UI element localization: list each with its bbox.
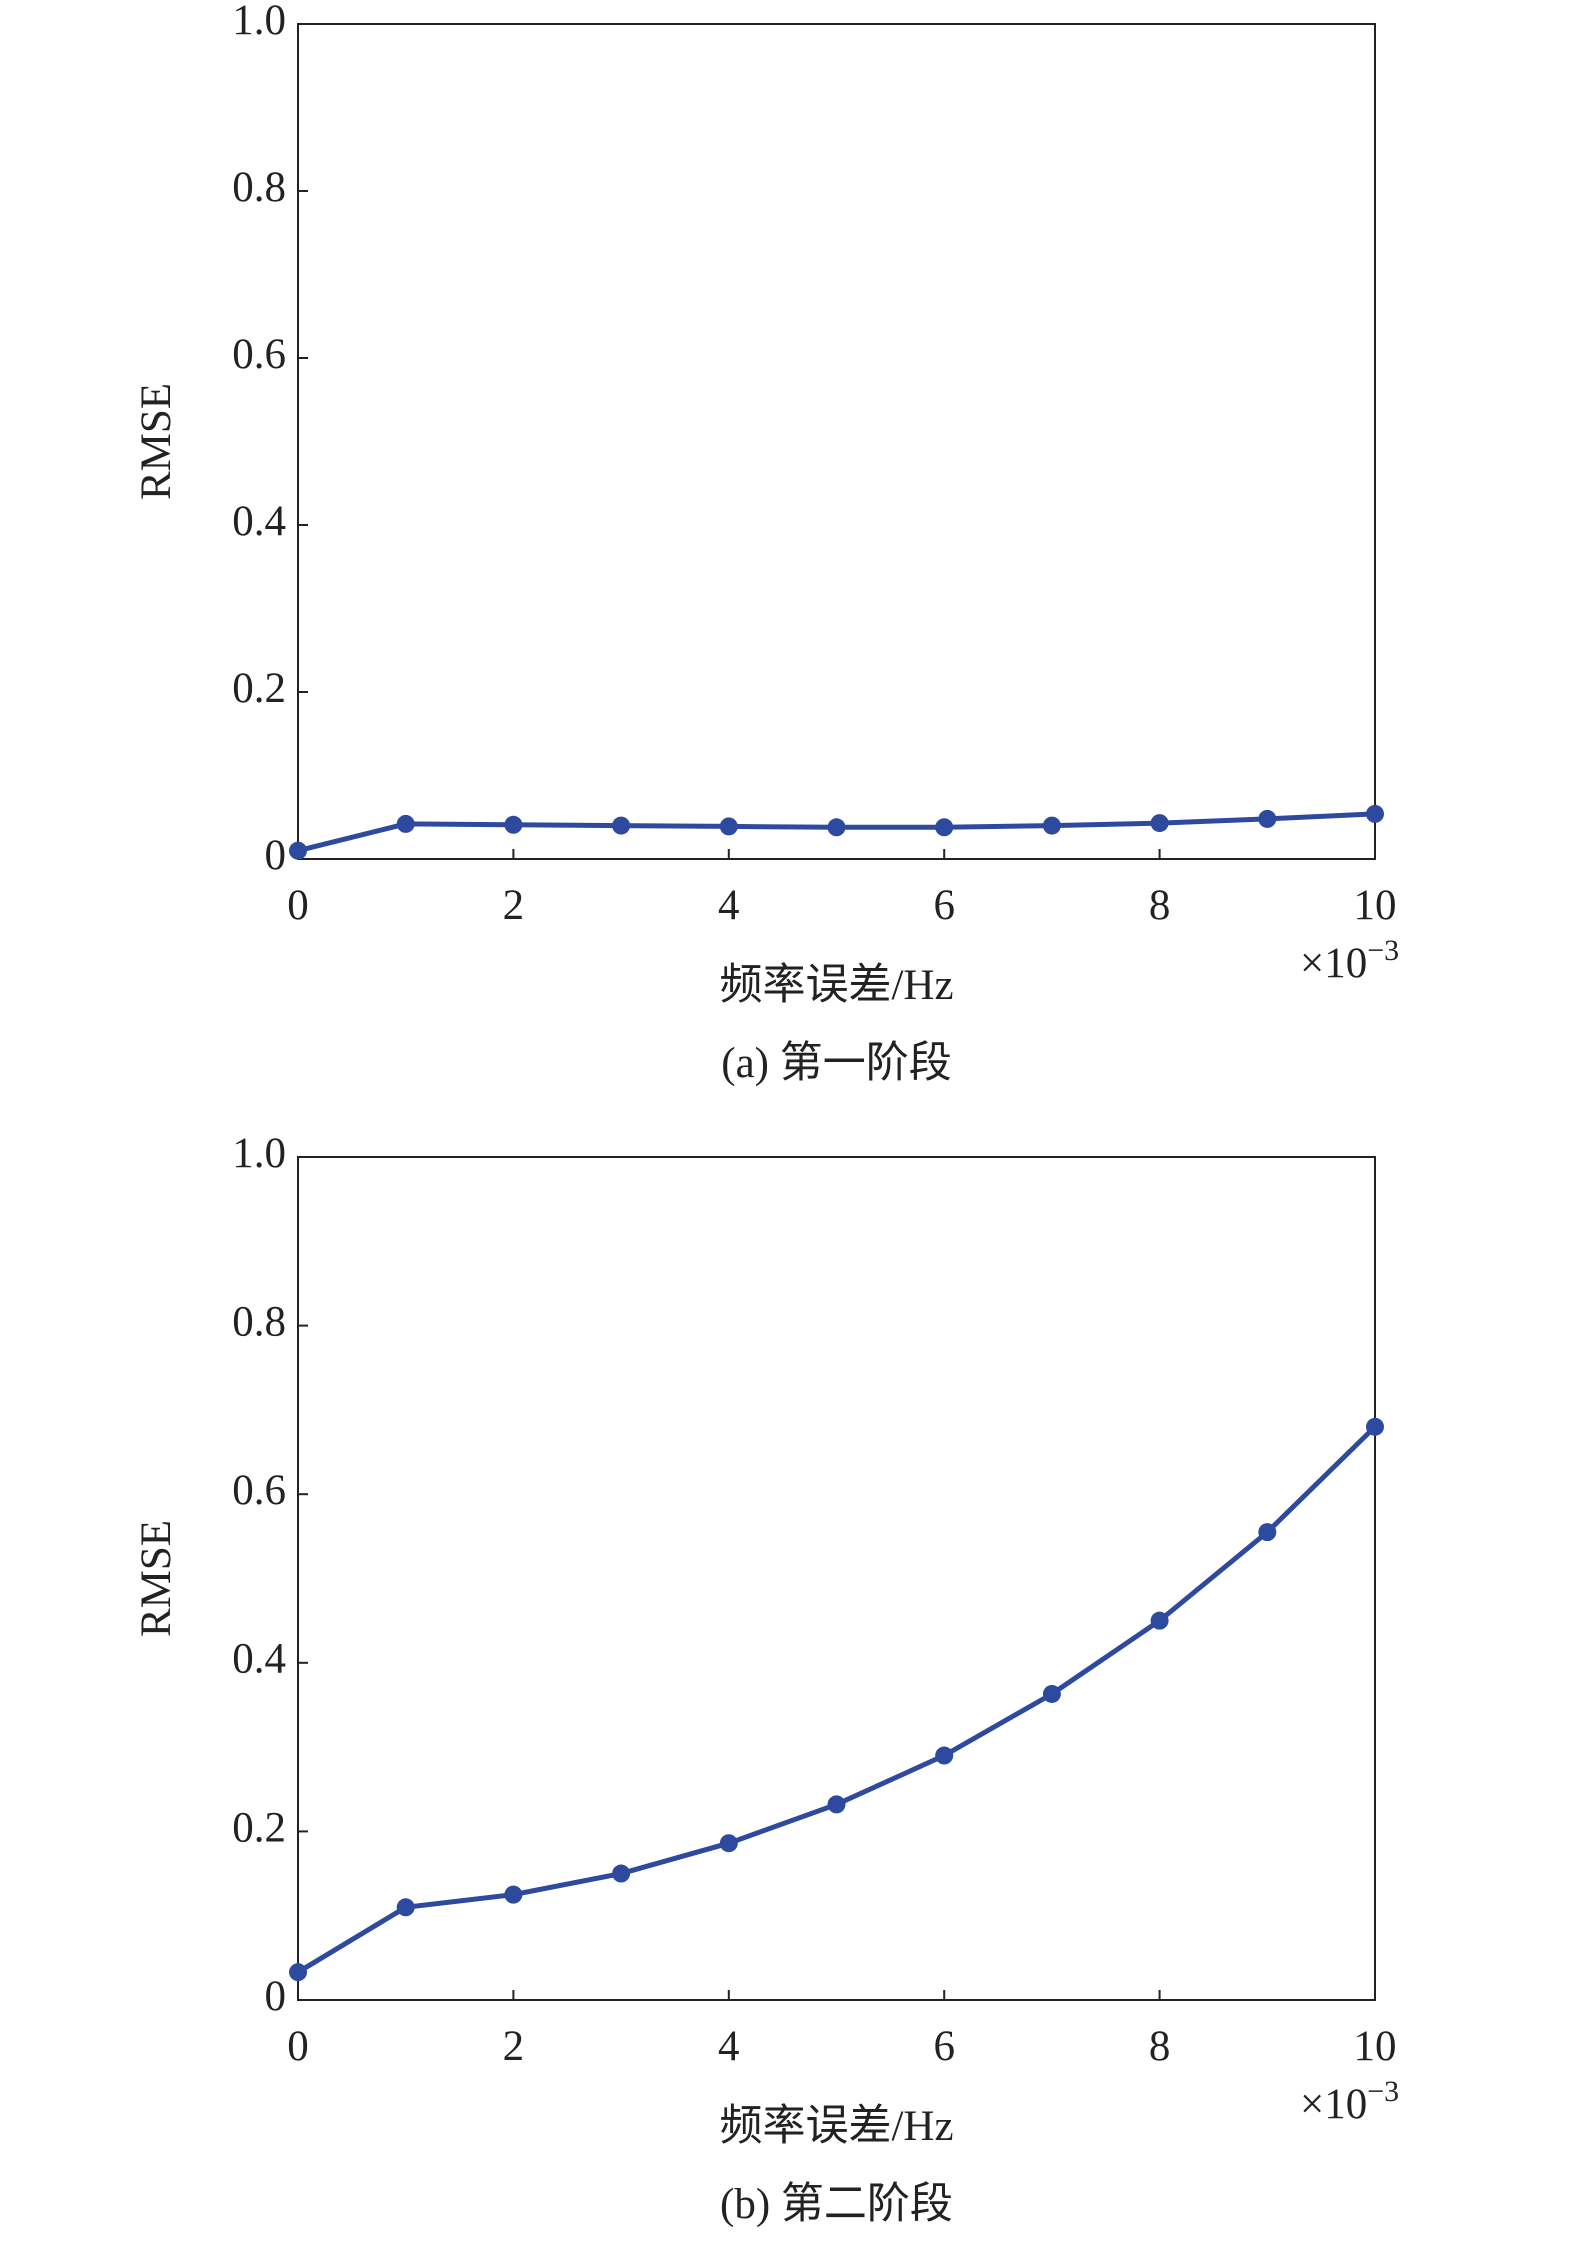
plot-frame: [297, 1156, 1376, 2001]
y-axis-label: RMSE: [133, 1520, 180, 1637]
y-axis-label: RMSE: [133, 383, 180, 500]
data-point: [1150, 1611, 1169, 1630]
data-point: [827, 1795, 846, 1814]
caption: (b) 第二阶段: [720, 2181, 953, 2228]
x-scale-base: ×10: [1300, 940, 1367, 987]
y-tick-label: 0.6: [232, 331, 286, 378]
x-tick-label: 0: [287, 882, 309, 929]
y-tick-label: 1.0: [232, 1130, 286, 1177]
data-point: [1258, 1523, 1277, 1542]
x-scale-label: ×10−3: [1300, 934, 1399, 987]
data-point: [1258, 809, 1277, 828]
data-point: [935, 1746, 954, 1765]
data-point: [396, 814, 415, 833]
plot-frame: [297, 23, 1376, 860]
x-tick-label: 8: [1149, 882, 1171, 929]
y-tick-label: 0.6: [232, 1467, 286, 1514]
x-scale-exponent: −3: [1367, 2075, 1399, 2108]
x-tick-label: 4: [718, 2023, 740, 2070]
x-tick-label: 10: [1354, 882, 1397, 929]
data-point: [1366, 1417, 1384, 1436]
data-point: [827, 818, 846, 837]
x-tick-label: 10: [1354, 2023, 1397, 2070]
data-point: [1150, 814, 1169, 833]
y-tick-label: 0.8: [232, 1298, 286, 1345]
data-point: [289, 1963, 307, 1982]
y-tick-label: 0.8: [232, 164, 286, 211]
data-point: [504, 1885, 523, 1904]
data-point: [1042, 1684, 1061, 1703]
y-tick-label: 0.4: [232, 498, 286, 545]
x-scale-base: ×10: [1300, 2081, 1367, 2128]
x-scale-label: ×10−3: [1300, 2075, 1399, 2128]
data-point: [289, 841, 307, 860]
x-axis-label: 频率误差/Hz: [719, 961, 953, 1009]
data-point: [612, 816, 631, 835]
x-tick-label: 6: [933, 2023, 955, 2070]
x-axis-label: 频率误差/Hz: [719, 2102, 953, 2150]
x-tick-label: 6: [933, 882, 955, 929]
y-tick-label: 1.0: [232, 0, 286, 44]
data-point: [719, 1834, 738, 1853]
data-point: [612, 1864, 631, 1883]
series-line: [296, 1424, 1377, 1975]
data-point: [719, 817, 738, 836]
y-tick-label: 0: [265, 1973, 287, 2020]
x-tick-label: 0: [287, 2023, 309, 2070]
y-tick-label: 0: [265, 832, 287, 879]
data-point: [396, 1898, 415, 1917]
data-point: [1042, 816, 1061, 835]
y-tick-label: 0.2: [232, 665, 286, 712]
data-point: [504, 815, 523, 834]
x-scale-exponent: −3: [1367, 934, 1399, 967]
data-point: [935, 818, 954, 837]
y-tick-label: 0.4: [232, 1636, 286, 1683]
caption: (a) 第一阶段: [721, 1040, 951, 1087]
x-tick-label: 2: [503, 882, 525, 929]
x-tick-label: 2: [503, 2023, 525, 2070]
x-tick-label: 4: [718, 882, 740, 929]
y-tick-label: 0.2: [232, 1804, 286, 1851]
data-point: [1366, 804, 1384, 823]
x-tick-label: 8: [1149, 2023, 1171, 2070]
